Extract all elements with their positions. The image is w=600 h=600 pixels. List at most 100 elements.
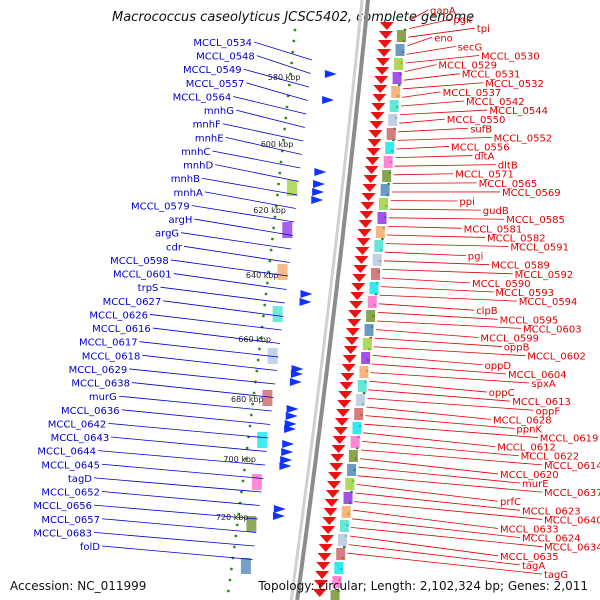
left-gene-leader-line xyxy=(243,68,310,88)
left-gene-leader-line xyxy=(256,55,311,74)
right-gene-leader-line xyxy=(369,380,487,393)
right-gene-label: oppF xyxy=(536,406,561,417)
right-gene-leader-line xyxy=(384,251,466,257)
left-gene-leader-line xyxy=(204,191,296,209)
right-gene-label: MCCL_0624 xyxy=(522,534,581,545)
reverse-gene-arrow xyxy=(354,256,369,264)
right-gene-leader-line xyxy=(380,286,494,293)
left-gene-label: mnhF xyxy=(193,120,221,131)
reverse-gene-arrow xyxy=(339,382,354,390)
ruler-dot xyxy=(283,127,286,131)
reverse-gene-arrow xyxy=(332,436,347,444)
gene-function-block xyxy=(334,562,344,574)
left-gene-label: MCCL_0616 xyxy=(92,324,151,335)
gene-function-block xyxy=(246,516,257,532)
forward-gene-arrow xyxy=(314,168,327,176)
forward-gene-arrow xyxy=(313,180,326,188)
gene-function-block xyxy=(336,548,346,560)
forward-gene-arrow xyxy=(282,440,295,448)
right-gene-label: MCCL_0581 xyxy=(464,224,523,235)
forward-gene-arrow xyxy=(284,420,297,428)
ruler-dot xyxy=(265,281,269,285)
right-gene-leader-line xyxy=(408,27,475,38)
right-gene-label: tpi xyxy=(477,24,490,35)
left-gene-label: MCCL_0656 xyxy=(33,501,92,512)
gene-function-block xyxy=(391,86,401,98)
gene-function-block xyxy=(330,590,340,600)
reverse-gene-arrow xyxy=(367,139,382,147)
right-gene-label: sufB xyxy=(470,124,492,135)
ruler-dot xyxy=(252,391,256,395)
reverse-gene-arrow xyxy=(328,472,343,480)
ruler-dot xyxy=(285,105,289,109)
gene-function-block xyxy=(392,72,402,84)
left-gene-label: MCCL_0638 xyxy=(71,379,130,390)
right-gene-leader-line xyxy=(353,509,499,529)
left-gene-leader-line xyxy=(131,382,274,398)
left-gene-leader-line xyxy=(152,327,281,344)
kbp-tick-label: 680 kbp xyxy=(231,395,264,404)
reverse-gene-arrow xyxy=(361,193,376,201)
gene-function-block xyxy=(345,478,355,490)
right-gene-label: MCCL_0595 xyxy=(500,315,559,326)
right-gene-leader-line xyxy=(382,269,513,275)
right-gene-label: secG xyxy=(458,42,483,53)
ruler-dot xyxy=(273,215,277,219)
left-gene-leader-line xyxy=(111,436,267,452)
reverse-gene-arrow xyxy=(359,211,374,219)
left-gene-label: MCCL_0617 xyxy=(79,338,138,349)
reverse-gene-arrow xyxy=(323,508,338,516)
reverse-gene-arrow xyxy=(322,517,337,525)
reverse-gene-arrow xyxy=(342,355,357,363)
left-gene-label: MCCL_0683 xyxy=(33,528,92,539)
ruler-dot xyxy=(237,512,241,516)
right-gene-leader-line xyxy=(403,73,460,81)
gene-function-block xyxy=(388,114,398,126)
right-gene-leader-line xyxy=(404,64,437,72)
right-gene-leader-line xyxy=(351,518,521,539)
right-gene-label: MCCL_0550 xyxy=(447,115,506,126)
right-gene-label: MCCL_0544 xyxy=(489,106,548,117)
reverse-gene-arrow xyxy=(343,346,358,354)
ruler-dot xyxy=(268,259,272,263)
gene-function-block xyxy=(394,58,404,70)
gene-function-block xyxy=(343,492,353,504)
reverse-gene-arrow xyxy=(357,229,372,237)
gene-function-block xyxy=(272,306,283,322)
right-gene-label: pgk xyxy=(453,15,472,26)
ruler-dot xyxy=(267,270,270,274)
left-gene-leader-line xyxy=(97,450,266,466)
gene-function-block xyxy=(385,142,395,154)
right-gene-leader-line xyxy=(389,208,481,211)
reverse-gene-arrow xyxy=(369,121,384,129)
left-gene-leader-line xyxy=(101,545,253,560)
ruler-dot xyxy=(291,50,295,54)
left-gene-leader-line xyxy=(253,41,313,61)
left-gene-label: murG xyxy=(89,392,117,403)
reverse-gene-arrow xyxy=(347,319,362,327)
reverse-gene-arrow xyxy=(360,202,375,210)
gene-function-block xyxy=(282,222,293,238)
reverse-gene-arrow xyxy=(319,535,334,543)
left-gene-label: MCCL_0636 xyxy=(61,406,120,417)
gene-function-block xyxy=(372,254,382,266)
forward-gene-arrow xyxy=(281,448,294,456)
right-gene-label: oppD xyxy=(485,361,512,372)
gene-function-block xyxy=(383,156,393,168)
right-gene-leader-line xyxy=(348,544,521,566)
reverse-gene-arrow xyxy=(312,589,327,597)
ruler-dot xyxy=(256,358,260,362)
right-gene-label: MCCL_0571 xyxy=(455,170,514,181)
right-gene-leader-line xyxy=(405,55,480,64)
left-gene-label: argH xyxy=(168,215,192,226)
gene-function-block xyxy=(371,268,380,280)
gene-function-block xyxy=(332,576,342,588)
right-gene-leader-line xyxy=(379,294,517,302)
left-gene-label: MCCL_0601 xyxy=(113,270,172,281)
right-gene-leader-line xyxy=(409,9,429,21)
left-gene-leader-line xyxy=(149,314,282,331)
reverse-gene-arrow xyxy=(362,184,377,192)
gene-function-block xyxy=(262,390,273,406)
kbp-tick-label: 660 kbp xyxy=(238,335,271,344)
right-gene-leader-line xyxy=(364,423,538,438)
